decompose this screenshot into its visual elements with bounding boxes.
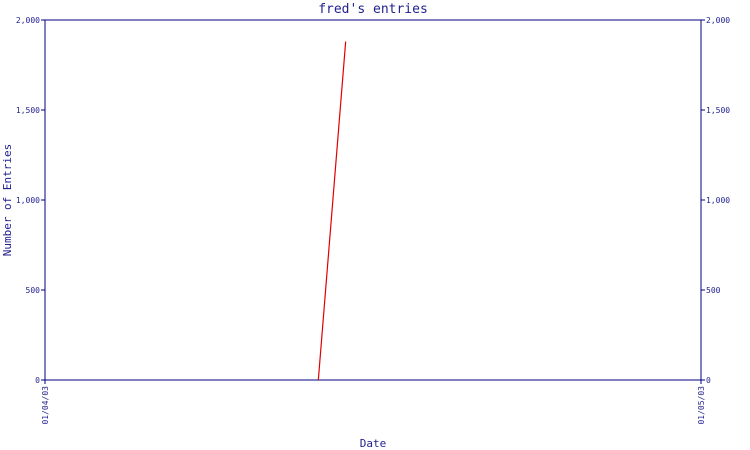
y-tick-label-right: 2,000	[706, 16, 730, 25]
plot-area-frame	[44, 19, 702, 381]
y-tick-label-left: 500	[26, 286, 41, 295]
x-axis-label: Date	[360, 437, 387, 450]
series-line	[317, 41, 347, 381]
y-axis-label: Number of Entries	[1, 144, 14, 257]
y-tick-label-left: 0	[35, 376, 40, 385]
x-tick-label: 01/04/03	[41, 386, 50, 425]
y-tick-label-left: 1,500	[16, 106, 40, 115]
y-tick-label-right: 1,500	[706, 106, 730, 115]
y-tick-label-right: 500	[706, 286, 721, 295]
chart-title: fred's entries	[318, 2, 428, 17]
y-axis-right: 0 500 1,000 1,500 2,000	[701, 16, 730, 385]
y-tick-label-right: 0	[706, 376, 711, 385]
y-tick-label-left: 1,000	[16, 196, 40, 205]
y-tick-label-right: 1,000	[706, 196, 730, 205]
y-axis-left: 0 500 1,000 1,500 2,000	[16, 16, 45, 385]
series-layer	[317, 41, 347, 381]
y-tick-label-left: 2,000	[16, 16, 40, 25]
x-tick-label: 01/05/03	[697, 386, 706, 425]
x-axis: 01/04/03 01/05/03	[41, 380, 706, 425]
